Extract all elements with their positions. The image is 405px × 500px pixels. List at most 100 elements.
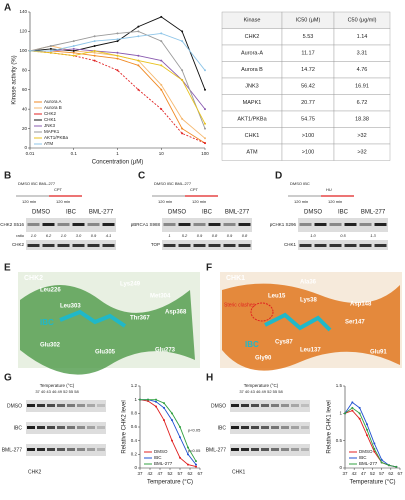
band bbox=[241, 448, 249, 451]
ribbon bbox=[222, 283, 400, 371]
point bbox=[49, 51, 52, 54]
x-tick-label: 0.01 bbox=[26, 151, 35, 156]
point bbox=[137, 30, 140, 33]
label: Steric clashes bbox=[224, 302, 256, 308]
label: BML-277 bbox=[361, 210, 386, 216]
band bbox=[291, 448, 299, 451]
point bbox=[358, 412, 361, 415]
y-axis-label: Relative CHK2 level bbox=[122, 400, 128, 453]
gel bbox=[298, 240, 388, 250]
legend-label: BML-277 bbox=[154, 461, 173, 466]
series-line bbox=[139, 399, 197, 468]
band bbox=[241, 426, 249, 429]
band bbox=[344, 223, 357, 226]
table-text: C50 (μg/ml) bbox=[348, 18, 377, 24]
band bbox=[299, 223, 312, 226]
label: CPT bbox=[190, 187, 199, 192]
label: Asp368 bbox=[165, 310, 187, 316]
band bbox=[271, 426, 279, 429]
label: 120 min bbox=[192, 199, 206, 204]
point bbox=[72, 51, 75, 54]
legend-label: MAPK1 bbox=[44, 129, 60, 134]
x-tick-label: 57 bbox=[379, 471, 385, 476]
point bbox=[93, 35, 96, 38]
point bbox=[137, 59, 140, 62]
point bbox=[179, 436, 181, 439]
label: 1.0 bbox=[310, 233, 316, 238]
label: IBC bbox=[245, 340, 259, 349]
point bbox=[181, 127, 184, 130]
band bbox=[231, 426, 239, 429]
point bbox=[171, 439, 173, 442]
point bbox=[195, 465, 197, 468]
band bbox=[97, 448, 105, 451]
point bbox=[358, 417, 361, 420]
y-tick-label: 1 bbox=[339, 411, 342, 416]
gel bbox=[26, 218, 116, 232]
band bbox=[163, 223, 176, 226]
point bbox=[49, 45, 52, 47]
point bbox=[181, 79, 184, 81]
band bbox=[67, 448, 75, 451]
label: DMSO IBC BML-277 bbox=[18, 181, 56, 186]
band bbox=[208, 244, 221, 247]
point bbox=[116, 32, 119, 35]
table-text: ATM bbox=[246, 150, 258, 156]
band bbox=[281, 404, 289, 407]
label: 120 min bbox=[22, 199, 36, 204]
point bbox=[72, 45, 75, 47]
label: Met304 bbox=[150, 294, 171, 300]
point bbox=[373, 442, 376, 445]
point bbox=[351, 406, 354, 409]
band bbox=[87, 223, 100, 226]
y-tick-label: 140 bbox=[19, 9, 27, 14]
band bbox=[102, 244, 115, 247]
series-line bbox=[29, 45, 206, 139]
point bbox=[373, 450, 376, 453]
point bbox=[137, 25, 140, 28]
label: Glu305 bbox=[95, 350, 116, 356]
point bbox=[137, 54, 140, 57]
label: ratio bbox=[16, 233, 25, 238]
legend-label: AKT1/PKBa bbox=[44, 135, 69, 140]
label: 1.0 bbox=[31, 233, 37, 238]
band bbox=[281, 426, 289, 429]
point bbox=[160, 59, 163, 62]
label: DMSO IBC bbox=[290, 181, 310, 186]
x-tick-label: 52 bbox=[370, 471, 376, 476]
label: Lys38 bbox=[300, 298, 317, 304]
legend-label: ATM bbox=[44, 141, 53, 146]
point bbox=[181, 132, 184, 135]
point bbox=[72, 47, 75, 50]
label: BML-277 bbox=[225, 210, 250, 216]
x-tick-label: 10 bbox=[159, 151, 165, 156]
point bbox=[160, 88, 163, 91]
series-line bbox=[140, 399, 197, 462]
table-text: Aurora B bbox=[241, 67, 263, 73]
band bbox=[47, 404, 55, 407]
clash-circle bbox=[250, 302, 274, 322]
label: DMSO bbox=[168, 210, 186, 216]
label: 1.0 bbox=[61, 233, 67, 238]
point bbox=[380, 458, 383, 461]
label: DMSO bbox=[304, 210, 322, 216]
label: Ser147 bbox=[345, 320, 365, 326]
point bbox=[380, 461, 383, 464]
label: Asp148 bbox=[350, 302, 372, 308]
gel bbox=[26, 400, 106, 412]
point bbox=[171, 412, 173, 415]
label: Lys249 bbox=[120, 282, 141, 288]
band bbox=[231, 448, 239, 451]
point bbox=[204, 108, 206, 111]
point bbox=[160, 15, 163, 18]
table-text: >100 bbox=[302, 150, 314, 156]
table-text: 4.76 bbox=[357, 67, 368, 73]
gel bbox=[26, 422, 106, 434]
label: 120 min bbox=[56, 199, 70, 204]
label: Leu226 bbox=[40, 288, 61, 294]
point bbox=[351, 409, 354, 412]
table-text: MAPK1 bbox=[243, 100, 262, 106]
point bbox=[160, 64, 163, 67]
point bbox=[72, 40, 75, 43]
table-text: CHK2 bbox=[245, 34, 260, 40]
